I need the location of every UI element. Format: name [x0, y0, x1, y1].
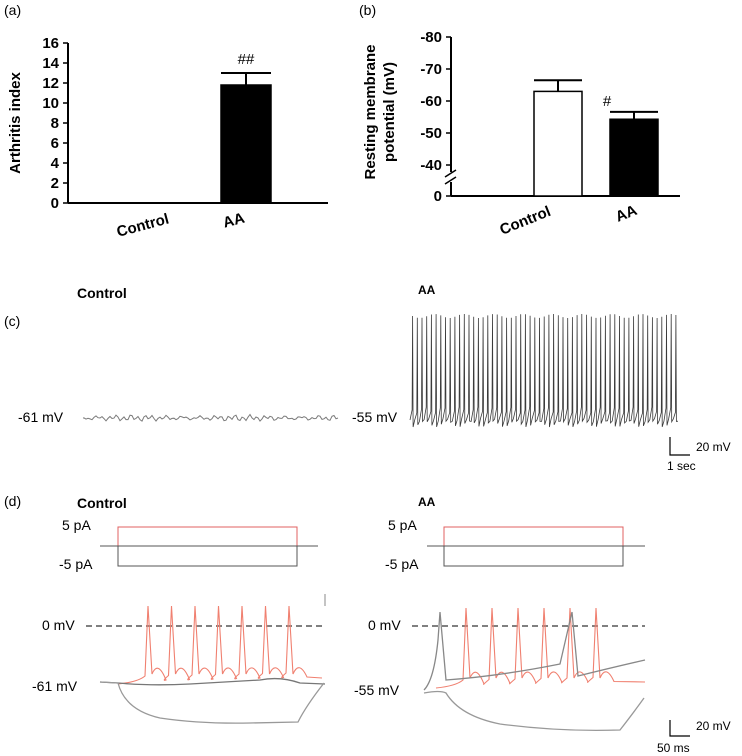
- panel-c-resting-aa: -55 mV: [352, 409, 398, 425]
- chart-b-category-control: Control: [497, 203, 553, 239]
- chart-b-ytick-label-5: -80: [420, 29, 442, 46]
- panel-d-aa-trace-depolarizing: [435, 607, 646, 689]
- panel-label-c: (c): [4, 313, 20, 329]
- chart-a-category-control: Control: [115, 211, 171, 241]
- chart-b-ytick-label-4: -70: [420, 61, 442, 78]
- chart-a-axes: [67, 43, 328, 204]
- panel-c-trace-aa: [409, 313, 679, 428]
- chart-b: 0 -40 -50 -60 -70 -80 Resting membrane potent…: [362, 29, 680, 239]
- panel-label-a: (a): [4, 2, 21, 18]
- panel-d-control-stim-neg: [117, 545, 298, 567]
- chart-b-category-aa: AA: [613, 202, 640, 226]
- panel-d-scalebar: 20 mV 50 ms: [657, 719, 731, 755]
- panel-d-scalebar-vertical: 20 mV: [696, 719, 731, 733]
- panel-d-control-stim-pos: [117, 526, 298, 547]
- panel-d-aa-trace-hyperpolarizing: [423, 690, 645, 732]
- chart-a-category-aa: AA: [221, 210, 246, 232]
- chart-b-axis-break-1: [444, 169, 457, 178]
- chart-b-annotation-aa: #: [603, 93, 612, 110]
- chart-b-bars: [533, 79, 659, 197]
- chart-b-ylabel-line2: potential (mV): [381, 62, 398, 162]
- chart-a-ytick-label-7: 14: [42, 55, 59, 72]
- chart-a-ytick-label-5: 10: [42, 95, 59, 112]
- chart-a-ytick-label-6: 12: [42, 75, 59, 92]
- panel-d-control-trace-rest: [99, 677, 326, 686]
- panel-d-aa-trace-rest: [423, 611, 646, 691]
- chart-b-ytick-label-3: -60: [420, 93, 442, 110]
- chart-a: 0 2 4 6 8 10 12 14 16 Arthritis index Control AA…: [7, 35, 328, 241]
- chart-a-ytick-label-2: 4: [51, 155, 60, 172]
- chart-a-ylabel: Arthritis index: [7, 72, 24, 174]
- chart-b-ylabel-line1: Resting membrane: [362, 44, 379, 179]
- panel-d-control-step-neg: -5 pA: [59, 556, 93, 572]
- panel-d-title-control: Control: [77, 495, 127, 511]
- panel-label-b: (b): [359, 2, 376, 18]
- panel-d-title-aa: AA: [418, 495, 436, 509]
- panel-d-control-stimulus: [100, 526, 318, 567]
- panel-d-aa-resting: -55 mV: [354, 682, 400, 698]
- chart-a-ticks: 0 2 4 6 8 10 12 14 16: [42, 35, 68, 212]
- panel-d-control-zero: 0 mV: [42, 617, 75, 633]
- panel-d-aa-step-neg: -5 pA: [385, 556, 419, 572]
- panel-d-control-step-pos: 5 pA: [62, 517, 91, 533]
- panel-d-control-trace-hyperpolarizing: [99, 681, 325, 724]
- chart-b-ytick-label-1: -40: [420, 157, 442, 174]
- chart-b-bar-0: [533, 90, 583, 197]
- chart-b-bar-1: [609, 118, 659, 197]
- panel-d-aa-stimulus: [427, 526, 645, 567]
- panel-c-scalebar-vertical: 20 mV: [696, 440, 731, 454]
- panel-c-resting-control: -61 mV: [18, 409, 64, 425]
- chart-a-ytick-label-3: 6: [51, 135, 59, 152]
- panel-d-aa-zero: 0 mV: [368, 617, 401, 633]
- chart-a-ytick-label-8: 16: [42, 35, 59, 52]
- chart-a-bar-1: [220, 84, 272, 204]
- chart-b-ytick-label-0: 0: [434, 188, 442, 205]
- panel-c-title-aa: AA: [418, 283, 436, 297]
- panel-c-scalebar-horizontal: 1 sec: [667, 459, 696, 473]
- chart-a-ytick-label-0: 0: [51, 195, 59, 212]
- panel-d-scalebar-lines: [669, 720, 690, 737]
- chart-a-bars: [102, 72, 272, 204]
- panel-c-trace-control: [82, 413, 339, 422]
- panel-d-aa-stim-neg: [443, 545, 624, 567]
- panel-c-scalebar-lines: [669, 437, 690, 456]
- chart-b-ytick-label-2: -50: [420, 125, 442, 142]
- chart-b-axis-break-2: [444, 176, 457, 185]
- panel-c-scalebar: 20 mV 1 sec: [667, 437, 731, 473]
- panel-label-d: (d): [4, 493, 21, 509]
- panel-c-title-control: Control: [77, 285, 127, 301]
- panel-d-aa-step-pos: 5 pA: [388, 517, 417, 533]
- panel-d-control-resting: -61 mV: [32, 678, 78, 694]
- panel-d-scalebar-horizontal: 50 ms: [657, 741, 690, 755]
- chart-a-ytick-label-1: 2: [51, 175, 59, 192]
- chart-a-ytick-label-4: 8: [51, 115, 59, 132]
- panel-d-aa-stim-pos: [443, 526, 624, 547]
- chart-b-ticks: 0 -40 -50 -60 -70 -80: [420, 29, 451, 205]
- chart-a-annotation-aa: ##: [238, 51, 255, 68]
- panel-d-control-trace-depolarizing: [117, 605, 323, 685]
